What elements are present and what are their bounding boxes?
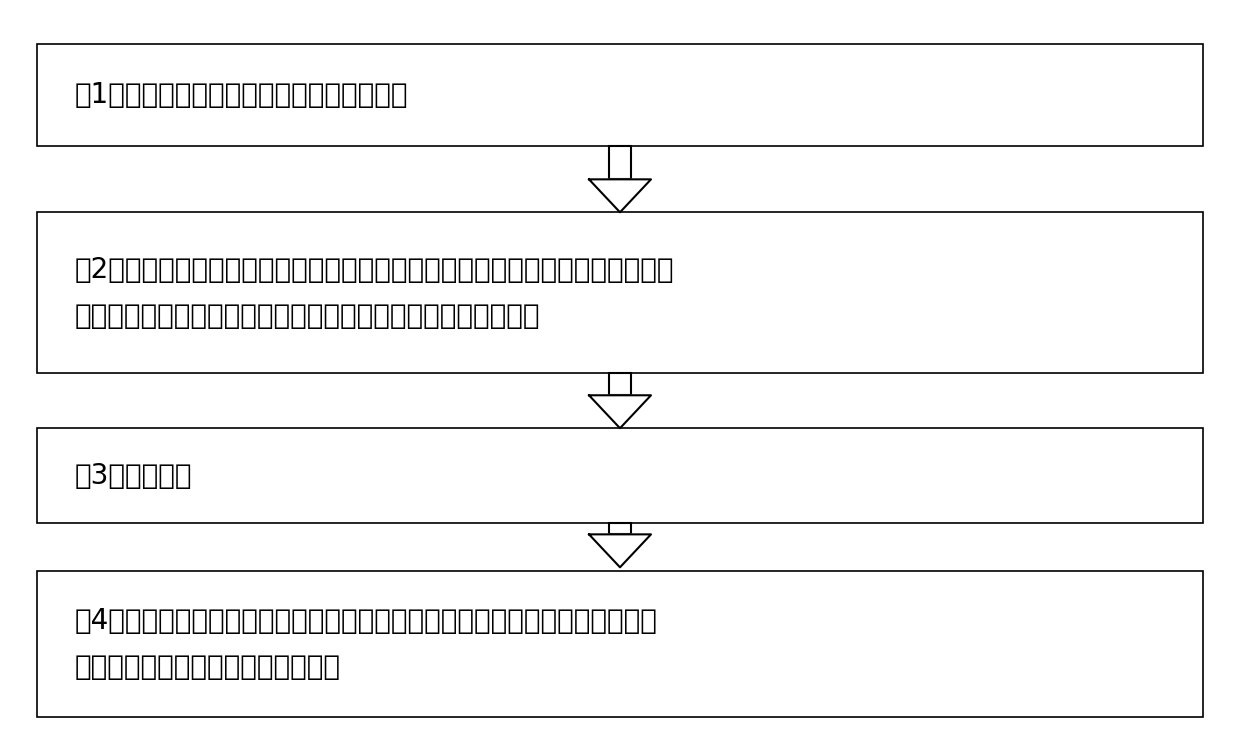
- Polygon shape: [589, 395, 651, 428]
- Polygon shape: [589, 179, 651, 212]
- Text: （4）在第一路检测到雷达目标时，对比二、三路同一时刻信号匹配输出峰值之
比，结合门限判断目标是否为假目标: （4）在第一路检测到雷达目标时，对比二、三路同一时刻信号匹配输出峰值之 比，结合…: [74, 608, 657, 681]
- Text: （3）设定门限: （3）设定门限: [74, 462, 192, 490]
- Bar: [609, 146, 631, 179]
- Bar: [609, 523, 631, 534]
- Bar: [37, 571, 1203, 717]
- Bar: [37, 44, 1203, 146]
- Text: （2）将三路信号通过完全匹配滤波器及左、右半频宽匹配滤波器，取各半频宽匹
配滤波器输出峰值，并对第一路输出信号进行正常雷达目标检测: （2）将三路信号通过完全匹配滤波器及左、右半频宽匹配滤波器，取各半频宽匹 配滤波…: [74, 256, 673, 329]
- Bar: [609, 373, 631, 395]
- Bar: [37, 212, 1203, 373]
- Text: （1）将接收到的信号进行预处理并分成三路: （1）将接收到的信号进行预处理并分成三路: [74, 81, 408, 109]
- Polygon shape: [589, 534, 651, 567]
- Bar: [37, 428, 1203, 523]
